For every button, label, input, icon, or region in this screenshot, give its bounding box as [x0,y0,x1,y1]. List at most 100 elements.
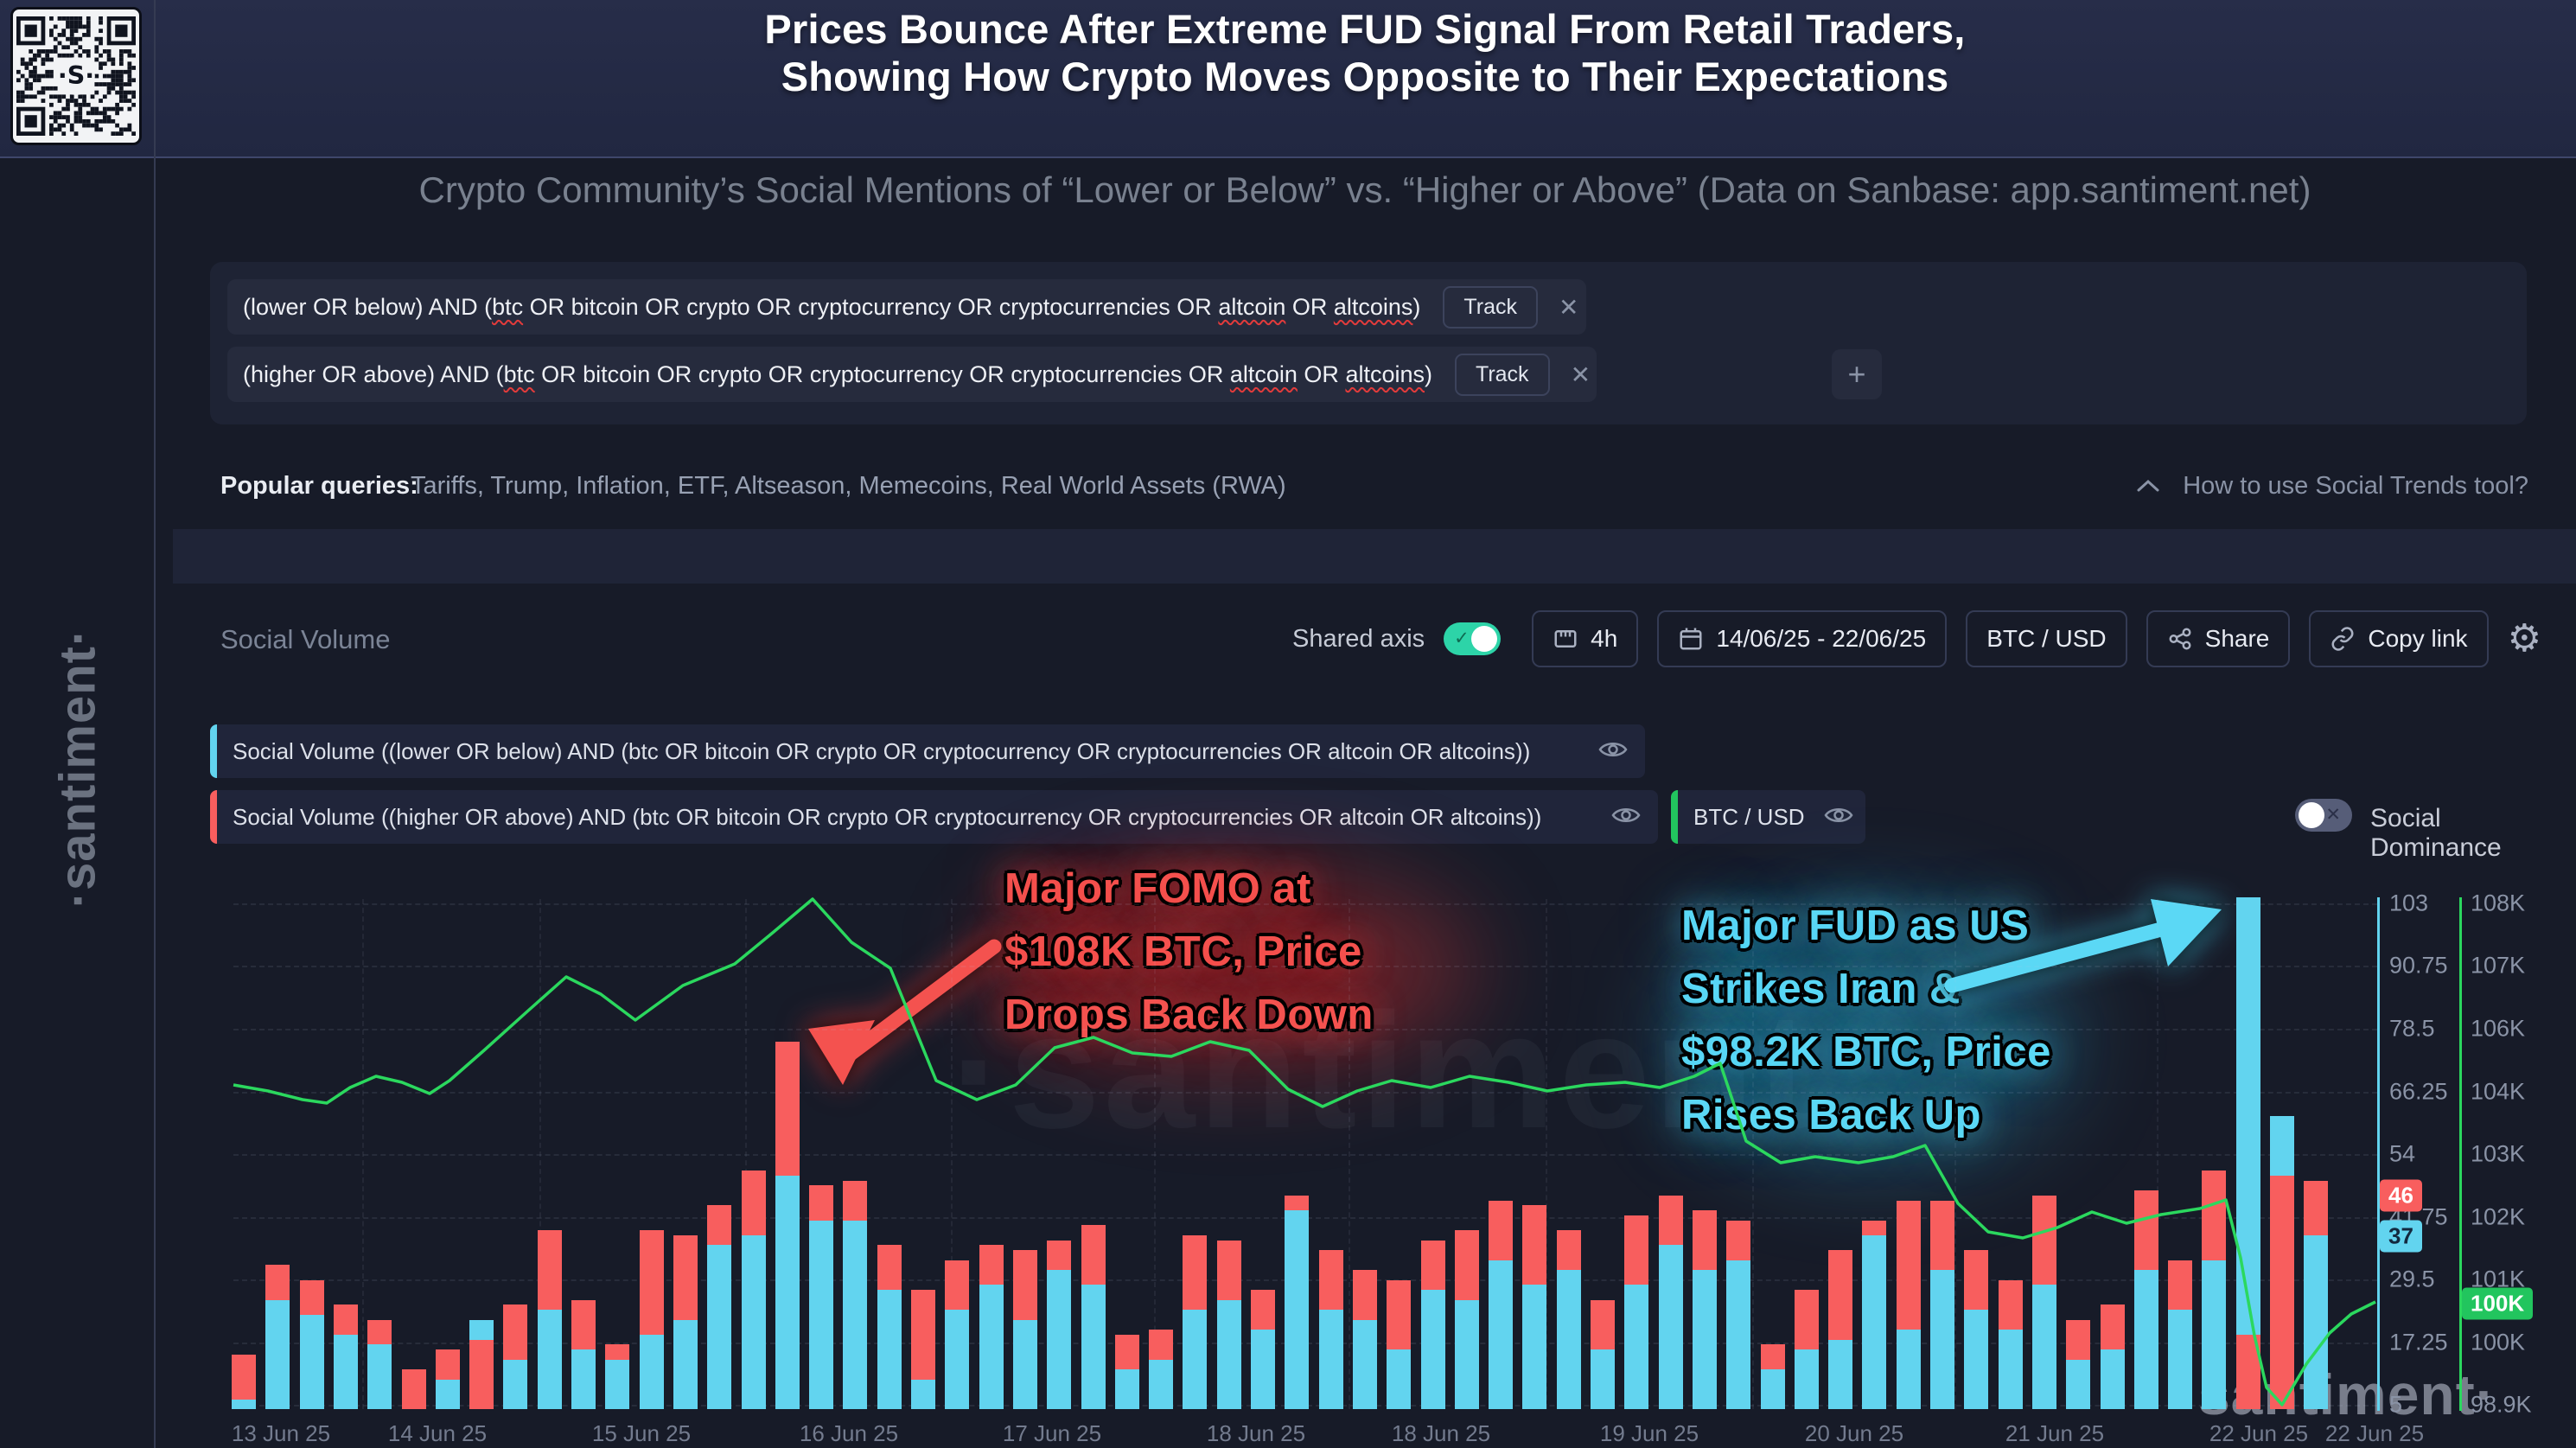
eye-icon[interactable] [1824,805,1853,830]
bar-segment-cyan [1624,1285,1649,1409]
date-range-button[interactable]: 14/06/25 - 22/06/25 [1657,610,1948,667]
share-button[interactable]: Share [2146,610,2291,667]
volume-bar[interactable] [1556,1230,1581,1409]
volume-bar[interactable] [1964,1250,1989,1409]
eye-icon[interactable] [1611,805,1641,830]
volume-bar[interactable] [1489,1200,1514,1409]
help-link[interactable]: How to use Social Trends tool? [2136,472,2528,501]
volume-bar[interactable] [2235,896,2260,1409]
add-query-button[interactable]: + [1832,349,1882,399]
volume-bar[interactable] [707,1205,732,1409]
volume-bar[interactable] [2100,1304,2125,1409]
bar-segment-red [1251,1290,1275,1330]
volume-bar[interactable] [809,1185,834,1409]
volume-bar[interactable] [1828,1250,1853,1409]
volume-bar[interactable] [1726,1220,1751,1409]
volume-axis-label: 78.5 [2389,1015,2435,1042]
close-icon[interactable]: ✕ [1559,293,1579,321]
volume-bar[interactable] [945,1260,970,1409]
volume-bar[interactable] [877,1245,902,1409]
track-button-higher[interactable]: Track [1454,353,1550,396]
volume-bar[interactable] [571,1299,596,1409]
volume-bar[interactable] [1352,1270,1377,1409]
eye-icon[interactable] [1598,739,1628,764]
bar-segment-red [707,1205,732,1246]
legend-row-price[interactable]: BTC / USD [1671,790,1865,844]
volume-bar[interactable] [605,1344,630,1409]
volume-bar[interactable] [1114,1334,1139,1409]
volume-bar[interactable] [1318,1250,1343,1409]
volume-bar[interactable] [2270,1115,2294,1409]
volume-bar[interactable] [2304,1180,2329,1409]
bar-segment-cyan [1149,1359,1174,1409]
gridline-vertical [1954,899,1956,1409]
volume-bar[interactable] [503,1304,528,1409]
volume-bar[interactable] [1047,1240,1072,1409]
volume-bar[interactable] [2031,1195,2056,1409]
volume-bar[interactable] [537,1230,562,1409]
volume-bar[interactable] [1930,1200,1954,1409]
pair-button[interactable]: BTC / USD [1966,610,2127,667]
volume-bar[interactable] [1522,1205,1547,1409]
volume-bar[interactable] [367,1319,392,1409]
gear-icon[interactable]: ⚙ [2507,617,2541,660]
volume-bar[interactable] [333,1304,358,1409]
volume-bar[interactable] [1760,1344,1785,1409]
volume-bar[interactable] [1658,1195,1683,1409]
close-icon[interactable]: ✕ [1570,360,1591,388]
copy-link-button[interactable]: Copy link [2309,610,2489,667]
volume-bar[interactable] [1624,1215,1649,1409]
volume-bar[interactable] [1081,1225,1106,1409]
volume-bar[interactable] [2066,1319,2091,1409]
volume-bar[interactable] [265,1265,290,1409]
popular-queries-list[interactable]: Tariffs, Trump, Inflation, ETF, Altseaso… [411,472,1286,500]
volume-bar[interactable] [639,1230,664,1409]
bar-segment-red [2304,1180,2329,1235]
volume-bar[interactable] [1454,1230,1479,1409]
volume-bar[interactable] [1862,1220,1887,1409]
volume-bar[interactable] [2202,1171,2227,1409]
volume-bar[interactable] [1251,1290,1275,1409]
query-input-lower[interactable]: (lower OR below) AND (btc OR bitcoin OR … [227,279,1586,335]
volume-bar[interactable] [401,1369,426,1409]
volume-bar[interactable] [673,1234,698,1409]
shared-axis-toggle[interactable]: ✓ [1444,622,1502,655]
volume-bar[interactable] [299,1279,324,1409]
social-dominance-toggle[interactable]: ✕ [2295,799,2352,832]
legend-row-higher[interactable]: Social Volume ((higher OR above) AND (bt… [210,790,1658,844]
volume-bar[interactable] [1387,1279,1412,1409]
volume-bar[interactable] [1149,1330,1174,1409]
x-axis-label: 22 Jun 25 [2209,1420,2309,1446]
volume-bar[interactable] [1998,1279,2023,1409]
volume-bar[interactable] [232,1354,256,1409]
volume-bar[interactable] [1896,1200,1921,1409]
volume-bar[interactable] [1216,1240,1241,1409]
volume-bar[interactable] [1012,1250,1037,1409]
bar-segment-cyan [741,1234,766,1409]
volume-bar[interactable] [843,1180,868,1409]
query-text-lower[interactable]: (lower OR below) AND (btc OR bitcoin OR … [243,293,1421,320]
volume-bar[interactable] [1420,1240,1445,1409]
volume-bar[interactable] [775,1041,800,1409]
volume-bar[interactable] [469,1319,494,1409]
legend-row-lower[interactable]: Social Volume ((lower OR below) AND (btc… [210,724,1645,778]
volume-bar[interactable] [911,1290,935,1409]
volume-bar[interactable] [1794,1290,1819,1409]
volume-bar[interactable] [2168,1260,2193,1409]
volume-bar[interactable] [979,1245,1004,1409]
chevron-up-icon [2136,472,2160,501]
track-button-lower[interactable]: Track [1443,285,1538,329]
volume-bar[interactable] [1183,1234,1208,1409]
query-input-higher[interactable]: (higher OR above) AND (btc OR bitcoin OR… [227,347,1597,402]
gridline-vertical [1349,899,1350,1409]
interval-button[interactable]: 4h [1532,610,1639,667]
volume-bar[interactable] [1591,1299,1615,1409]
help-link-text[interactable]: How to use Social Trends tool? [2183,472,2528,500]
volume-bar[interactable] [435,1349,460,1409]
volume-bar[interactable] [2133,1190,2158,1409]
gridline-vertical [1752,899,1754,1409]
query-text-higher[interactable]: (higher OR above) AND (btc OR bitcoin OR… [243,360,1432,387]
volume-bar[interactable] [741,1171,766,1409]
volume-bar[interactable] [1692,1210,1717,1409]
volume-bar[interactable] [1285,1195,1310,1409]
